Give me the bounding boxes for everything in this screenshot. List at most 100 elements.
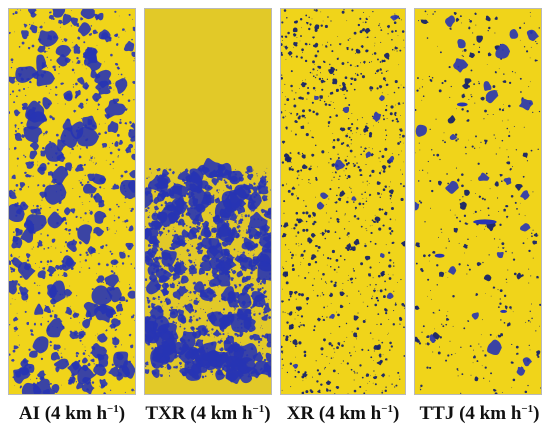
droplet-dot <box>529 11 531 13</box>
droplet-stain <box>101 142 108 149</box>
droplet-dot <box>494 137 496 139</box>
droplet-dot <box>418 342 422 345</box>
droplet-dot <box>19 386 22 389</box>
droplet-dot <box>379 262 380 263</box>
droplet-dot <box>347 39 350 41</box>
droplet-stain <box>92 29 98 35</box>
droplet-dot <box>381 92 383 94</box>
droplet-dot <box>331 141 333 143</box>
droplet-dot <box>282 116 285 119</box>
droplet-dot <box>199 299 200 301</box>
droplet-dot <box>492 85 496 88</box>
droplet-stain <box>328 68 334 75</box>
droplet-dot <box>385 244 387 246</box>
droplet-stain <box>476 262 482 267</box>
droplet-dot <box>314 144 317 147</box>
droplet-dot <box>18 46 21 48</box>
droplet-stain <box>96 275 105 283</box>
droplet-stain <box>303 353 307 358</box>
droplet-dot <box>383 273 386 275</box>
droplet-dot <box>131 38 133 41</box>
droplet-dot <box>57 349 59 352</box>
droplet-dot <box>442 325 445 328</box>
droplet-dot <box>500 319 502 321</box>
droplet-dot <box>21 41 25 45</box>
droplet-dot <box>10 66 13 69</box>
droplet-dot <box>371 297 373 300</box>
droplet-stain <box>221 241 227 247</box>
droplet-dot <box>459 199 461 201</box>
droplet-dot <box>461 184 464 188</box>
droplet-dot <box>503 322 506 324</box>
droplet-dot <box>391 383 393 385</box>
droplet-dot <box>364 191 367 194</box>
droplet-stain <box>464 78 472 85</box>
droplet-dot <box>328 95 330 97</box>
droplet-dot <box>104 131 108 134</box>
droplet-dot <box>254 249 255 251</box>
droplet-dot <box>308 27 311 31</box>
droplet-stain <box>197 235 202 240</box>
droplet-dot <box>373 359 374 361</box>
droplet-stain <box>95 17 99 21</box>
droplet-dot <box>338 178 340 180</box>
droplet-dot <box>119 121 122 125</box>
droplet-dot <box>494 392 498 394</box>
droplet-dot <box>37 164 38 166</box>
droplet-dot <box>387 33 389 35</box>
droplet-dot <box>468 99 470 100</box>
droplet-stain <box>82 115 97 131</box>
droplet-dot <box>387 94 389 95</box>
droplet-stain <box>90 358 95 363</box>
droplet-dot <box>358 290 360 292</box>
droplet-dot <box>302 220 304 222</box>
droplet-dot <box>116 314 118 317</box>
droplet-dot <box>391 119 394 122</box>
droplet-dot <box>469 94 471 96</box>
droplet-dot <box>403 47 405 49</box>
droplet-stain <box>80 9 95 20</box>
droplet-dot <box>364 134 366 135</box>
droplet-dot <box>335 69 338 71</box>
droplet-dot <box>479 147 481 149</box>
droplet-stain <box>115 43 119 46</box>
droplet-dot <box>394 80 398 84</box>
droplet-dot <box>282 353 283 354</box>
droplet-dot <box>311 72 313 74</box>
droplet-dot <box>262 348 264 350</box>
droplet-stain <box>25 161 35 169</box>
droplet-dot <box>516 208 518 210</box>
droplet-stain <box>77 77 85 85</box>
droplet-stain <box>502 80 507 83</box>
droplet-dot <box>16 202 19 205</box>
droplet-dot <box>496 90 498 91</box>
droplet-dot <box>291 89 293 91</box>
droplet-dot <box>431 149 433 151</box>
droplet-stain <box>9 111 11 114</box>
droplet-dot <box>507 119 509 121</box>
droplet-stain <box>77 36 81 40</box>
droplet-dot <box>399 129 403 132</box>
droplet-dot <box>308 214 312 218</box>
droplet-stain <box>93 226 105 237</box>
droplet-stain <box>288 167 292 171</box>
droplet-stain <box>533 232 538 237</box>
droplet-stain <box>153 205 159 211</box>
droplet-dot <box>293 104 297 108</box>
droplet-dot <box>362 320 366 323</box>
droplet-dot <box>424 10 427 13</box>
droplet-stain <box>336 57 339 61</box>
droplet-stain <box>186 248 190 253</box>
droplet-stain <box>380 252 385 258</box>
droplet-dot <box>438 89 442 93</box>
droplet-dot <box>305 390 309 394</box>
droplet-dot <box>354 332 356 334</box>
droplet-dot <box>301 391 305 394</box>
droplet-dot <box>95 162 97 164</box>
droplet-dot <box>347 232 350 235</box>
droplet-dot <box>282 311 284 313</box>
droplet-stain <box>394 304 397 306</box>
droplet-stain <box>494 16 498 20</box>
droplet-stain <box>30 332 34 336</box>
droplet-dot <box>468 268 471 271</box>
